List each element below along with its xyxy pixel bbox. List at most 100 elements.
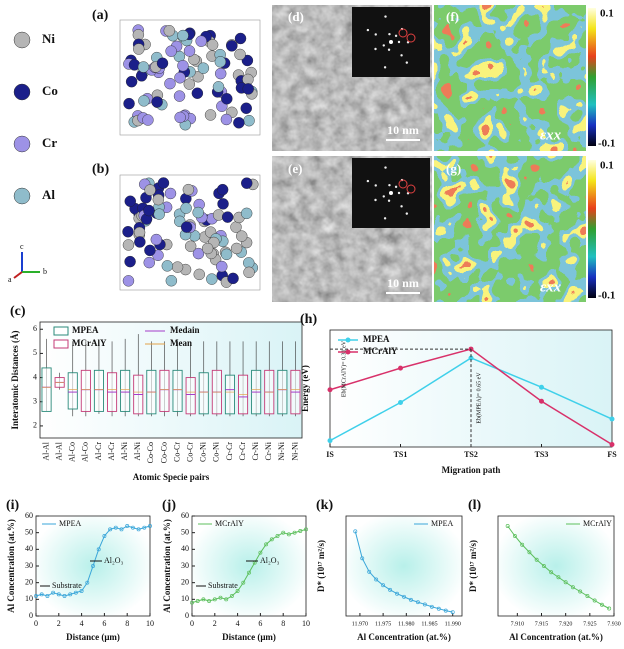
fft-spot bbox=[405, 61, 409, 64]
box bbox=[185, 377, 196, 415]
point bbox=[443, 608, 448, 613]
x-tick-label: 7.925 bbox=[583, 621, 597, 627]
point bbox=[241, 580, 246, 585]
atom bbox=[144, 244, 156, 257]
marker bbox=[398, 399, 403, 405]
strain-label: εxx bbox=[540, 279, 562, 295]
atom-name: Al bbox=[42, 187, 55, 202]
point bbox=[292, 530, 297, 535]
point bbox=[68, 592, 73, 597]
box bbox=[277, 369, 288, 415]
atom bbox=[137, 61, 150, 73]
x-tick-label: 6 bbox=[102, 619, 106, 628]
x-tick-label: 2 bbox=[57, 619, 61, 628]
point bbox=[585, 594, 590, 598]
legend-swatch bbox=[53, 326, 69, 336]
point bbox=[388, 587, 393, 592]
atom bbox=[192, 247, 205, 260]
point bbox=[119, 527, 124, 532]
atom bbox=[192, 206, 204, 219]
y-tick-label: 0 bbox=[185, 611, 189, 620]
atom bbox=[124, 195, 136, 207]
atom bbox=[220, 248, 233, 261]
atom bbox=[184, 240, 197, 252]
fft-spot bbox=[389, 40, 393, 44]
fft-spot bbox=[366, 28, 370, 32]
strain-map-g bbox=[434, 156, 586, 302]
fft-spot bbox=[394, 185, 398, 189]
x-tick-label: 8 bbox=[125, 619, 129, 628]
annotation: Al₂O₃ bbox=[260, 556, 280, 565]
x-tick-label: FS bbox=[607, 450, 617, 459]
line bbox=[507, 525, 610, 609]
y-axis-label: Al Concentration (at.%) bbox=[6, 519, 16, 613]
axis-letter: c bbox=[20, 242, 24, 251]
atom bbox=[214, 56, 227, 68]
atom bbox=[124, 255, 136, 268]
fft-spot bbox=[382, 195, 385, 198]
fft-spot bbox=[388, 183, 391, 187]
panel-label: (h) bbox=[300, 312, 317, 327]
atom bbox=[217, 198, 229, 210]
atom bbox=[164, 77, 176, 90]
atom-swatch bbox=[13, 83, 31, 101]
marker bbox=[539, 384, 544, 390]
fft-spot bbox=[400, 54, 403, 57]
x-tick-label: Co-Cr bbox=[172, 442, 181, 462]
x-tick-label: Co-Ni bbox=[199, 441, 208, 462]
atom bbox=[212, 81, 225, 93]
legend-label: MPEA bbox=[59, 519, 81, 528]
marker bbox=[609, 441, 615, 447]
point bbox=[218, 595, 223, 600]
x-tick-label: 4 bbox=[80, 619, 84, 628]
atom bbox=[143, 256, 155, 269]
atom bbox=[161, 260, 174, 272]
point bbox=[130, 525, 135, 530]
point bbox=[395, 591, 399, 596]
x-tick-label: TS3 bbox=[535, 450, 549, 459]
x-axis-label: Distance (μm) bbox=[66, 632, 120, 642]
point bbox=[512, 534, 517, 538]
atom bbox=[240, 207, 253, 220]
point bbox=[520, 542, 525, 547]
point bbox=[264, 542, 269, 547]
atom-swatch bbox=[13, 135, 31, 153]
legend-label: Mean bbox=[170, 338, 192, 348]
panel-label: (e) bbox=[288, 161, 302, 176]
fft-ring bbox=[398, 28, 408, 38]
point bbox=[436, 606, 441, 611]
atom bbox=[122, 275, 135, 287]
y-tick-label: 10 bbox=[181, 594, 189, 603]
y-tick-label: 20 bbox=[25, 577, 33, 586]
panel-label: (g) bbox=[446, 161, 461, 176]
x-tick-label: TS1 bbox=[394, 450, 408, 459]
point bbox=[607, 606, 612, 611]
box bbox=[198, 372, 209, 415]
x-tick-label: Cr-Cr bbox=[238, 442, 247, 461]
x-tick-label: 10 bbox=[302, 619, 310, 628]
atom bbox=[221, 211, 234, 223]
point bbox=[79, 589, 84, 593]
y-axis-label: Al Concentration (at.%) bbox=[162, 519, 172, 613]
axis-arrow bbox=[13, 271, 23, 279]
x-tick-label: 6 bbox=[258, 619, 262, 628]
point bbox=[353, 529, 358, 534]
x-tick-label: Co-Co bbox=[146, 442, 155, 463]
point bbox=[108, 527, 113, 532]
y-tick-label: 60 bbox=[25, 511, 33, 520]
point bbox=[367, 569, 372, 574]
legend-label: MCrAlY bbox=[363, 346, 398, 356]
point bbox=[402, 594, 406, 599]
point bbox=[298, 529, 303, 533]
x-axis-label: Atomic Specie pairs bbox=[133, 472, 210, 482]
x-tick-label: 0 bbox=[34, 619, 38, 628]
legend-label: MPEA bbox=[363, 334, 390, 344]
y-tick-label: 2 bbox=[33, 421, 37, 430]
atom bbox=[216, 183, 229, 196]
marker bbox=[539, 398, 544, 404]
legend-label: MPEA bbox=[72, 325, 99, 335]
line bbox=[354, 531, 453, 613]
y-tick-label: 20 bbox=[181, 577, 189, 586]
atom bbox=[242, 83, 254, 95]
point bbox=[247, 570, 251, 575]
